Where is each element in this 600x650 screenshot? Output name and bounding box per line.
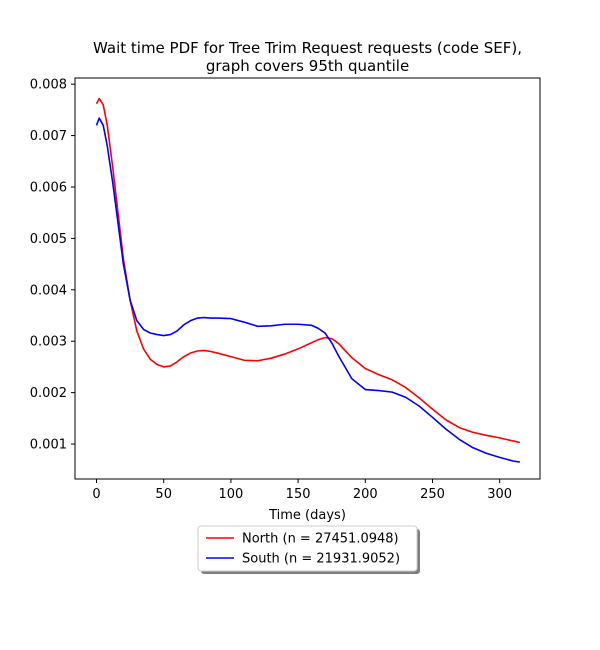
x-tick-label: 100 bbox=[218, 487, 243, 502]
x-axis-label: Time (days) bbox=[268, 508, 346, 523]
legend-label-south: South (n = 21931.9052) bbox=[242, 552, 400, 567]
x-tick-label: 0 bbox=[92, 487, 100, 502]
y-tick-label: 0.005 bbox=[30, 232, 67, 247]
x-tick-label: 200 bbox=[353, 487, 378, 502]
legend-box bbox=[197, 525, 418, 572]
legend-label-north: North (n = 27451.0948) bbox=[242, 532, 399, 547]
x-tick-label: 300 bbox=[487, 487, 512, 502]
x-axis-ticks: 0 50 100 150 200 250 300 bbox=[92, 479, 512, 502]
x-tick-label: 150 bbox=[286, 487, 311, 502]
y-tick-label: 0.002 bbox=[30, 386, 67, 401]
y-tick-label: 0.007 bbox=[30, 129, 67, 144]
y-tick-label: 0.006 bbox=[30, 180, 67, 195]
y-tick-label: 0.008 bbox=[30, 78, 67, 93]
legend: North (n = 27451.0948) South (n = 21931.9… bbox=[197, 525, 420, 574]
chart-title: Wait time PDF for Tree Trim Request requ… bbox=[93, 39, 522, 75]
chart-title-line-2: graph covers 95th quantile bbox=[206, 57, 409, 75]
y-tick-label: 0.001 bbox=[30, 438, 67, 453]
x-tick-label: 250 bbox=[420, 487, 445, 502]
y-tick-label: 0.004 bbox=[30, 283, 67, 298]
chart-title-line-1: Wait time PDF for Tree Trim Request requ… bbox=[93, 39, 522, 57]
series-line-north bbox=[95, 97, 521, 444]
plot-frame bbox=[74, 77, 541, 480]
y-axis-ticks: 0.001 0.002 0.003 0.004 0.005 0.006 0.007 0.008 bbox=[30, 78, 75, 453]
series-line-south bbox=[95, 117, 520, 463]
y-tick-label: 0.003 bbox=[30, 335, 67, 350]
series-lines bbox=[95, 97, 521, 463]
x-tick-label: 50 bbox=[155, 487, 172, 502]
